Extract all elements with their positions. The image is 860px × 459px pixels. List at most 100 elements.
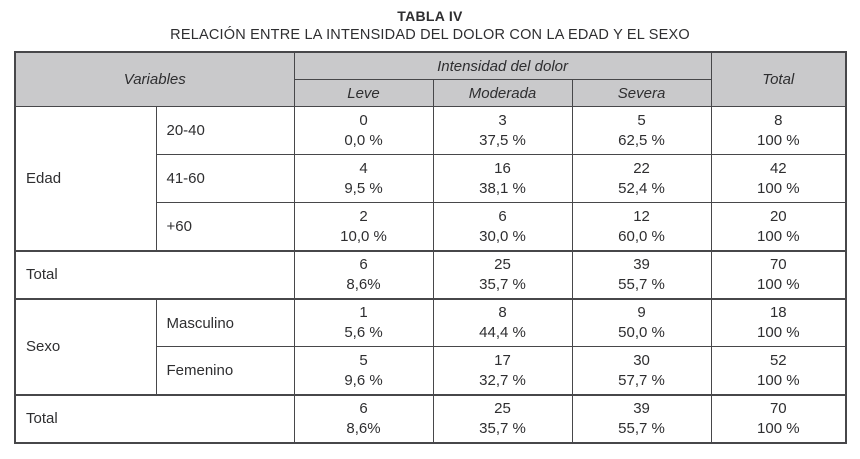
- cell-edad-41-60-severa: 22 52,4 %: [571, 154, 712, 204]
- header-row-1: Variables Intensidad del dolor Total: [14, 51, 847, 108]
- cell-count: 5: [637, 111, 646, 129]
- cell-count: 25: [494, 255, 511, 273]
- header-severa: Severa: [571, 79, 712, 108]
- cell-count: 6: [359, 399, 368, 417]
- header-intensidad-del-dolor: Intensidad del dolor: [293, 51, 712, 81]
- cell-pct: 100 %: [757, 419, 800, 437]
- cell-pct: 38,1 %: [479, 179, 526, 197]
- cell-count: 12: [633, 207, 650, 225]
- cell-pct: 60,0 %: [618, 227, 665, 245]
- cell-sexo-masculino-leve: 1 5,6 %: [293, 298, 434, 348]
- cell-count: 8: [498, 304, 507, 322]
- cell-sexo-masculino-moderada: 8 44,4 %: [432, 298, 573, 348]
- row-label-41-60: 41-60: [155, 154, 295, 204]
- cell-sexo-masculino-severa: 9 50,0 %: [571, 298, 712, 348]
- table-subtitle: RELACIÓN ENTRE LA INTENSIDAD DEL DOLOR C…: [170, 27, 690, 44]
- cell-pct: 32,7 %: [479, 371, 526, 389]
- header-row-2: Leve Moderada Severa: [15, 79, 846, 108]
- cell-pct: 35,7 %: [479, 275, 526, 293]
- cell-edad-20-40-leve: 0 0,0 %: [293, 106, 434, 156]
- cell-count: 9: [637, 304, 646, 322]
- cell-sexo-femenino-moderada: 17 32,7 %: [432, 346, 573, 396]
- header-leve: Leve: [293, 79, 434, 108]
- cell-pct: 100 %: [757, 179, 800, 197]
- header-variables: Variables: [14, 51, 295, 108]
- cell-edad-60plus-total: 20 100 %: [710, 202, 847, 252]
- cell-pct: 10,0 %: [340, 227, 387, 245]
- cell-pct: 100 %: [757, 227, 800, 245]
- cell-pct: 55,7 %: [618, 275, 665, 293]
- cell-sexo-total-moderada: 25 35,7 %: [432, 393, 573, 444]
- cell-pct: 0,0 %: [344, 131, 383, 149]
- header-moderada: Moderada: [432, 79, 573, 108]
- cell-pct: 30,0 %: [479, 227, 526, 245]
- cell-edad-20-40-severa: 5 62,5 %: [571, 106, 712, 156]
- table-caption: TABLA IV RELACIÓN ENTRE LA INTENSIDAD DE…: [0, 8, 860, 44]
- cell-count: 6: [359, 255, 368, 273]
- cell-count: 8: [774, 111, 783, 129]
- cell-count: 39: [633, 399, 650, 417]
- cell-edad-41-60-leve: 4 9,5 %: [293, 154, 434, 204]
- cell-edad-total-severa: 39 55,7 %: [571, 249, 712, 300]
- cell-count: 1: [359, 304, 368, 322]
- row-sexo-total: Total 6 8,6% 25 35,7 % 39 55,7 % 70 100 …: [14, 393, 847, 444]
- cell-pct: 8,6%: [346, 275, 381, 293]
- cell-count: 42: [769, 159, 787, 177]
- cell-count: 18: [769, 304, 787, 322]
- row-edad-41-60: 41-60 4 9,5 % 16 38,1 % 22 52,4 % 42 100…: [15, 154, 847, 204]
- cell-pct: 9,6 %: [344, 371, 383, 389]
- cell-count: 16: [494, 159, 511, 177]
- cell-count: 39: [633, 255, 650, 273]
- row-edad-20-40: Edad 20-40 0 0,0 % 3 37,5 % 5 62,5 % 8 1…: [14, 106, 847, 252]
- cell-pct: 57,7 %: [618, 371, 665, 389]
- cell-pct: 52,4 %: [618, 179, 665, 197]
- cell-count: 2: [359, 207, 368, 225]
- cell-count: 52: [769, 351, 787, 369]
- cell-count: 5: [359, 351, 368, 369]
- row-sexo-masculino: Sexo Masculino 1 5,6 % 8 44,4 % 9 50,0 %…: [14, 298, 847, 396]
- cell-pct: 35,7 %: [479, 419, 526, 437]
- row-label-total-edad: Total: [14, 249, 295, 300]
- cell-count: 17: [494, 351, 511, 369]
- cell-sexo-total-severa: 39 55,7 %: [571, 393, 712, 444]
- header-total: Total: [710, 51, 847, 108]
- cell-edad-total-total: 70 100 %: [710, 249, 847, 300]
- group-label-sexo: Sexo: [14, 298, 157, 396]
- cell-edad-60plus-leve: 2 10,0 %: [293, 202, 434, 252]
- cell-pct: 5,6 %: [344, 324, 383, 342]
- row-label-femenino: Femenino: [155, 346, 295, 396]
- cell-count: 22: [633, 159, 650, 177]
- row-edad-60plus: +60 2 10,0 % 6 30,0 % 12 60,0 % 20 100 %: [15, 202, 847, 252]
- cell-pct: 100 %: [757, 131, 800, 149]
- cell-pct: 100 %: [757, 371, 800, 389]
- cell-edad-60plus-moderada: 6 30,0 %: [432, 202, 573, 252]
- cell-edad-20-40-total: 8 100 %: [710, 106, 847, 156]
- cell-sexo-total-leve: 6 8,6%: [293, 393, 434, 444]
- cell-sexo-femenino-leve: 5 9,6 %: [293, 346, 434, 396]
- cell-pct: 100 %: [757, 324, 800, 342]
- cell-edad-20-40-moderada: 3 37,5 %: [432, 106, 573, 156]
- cell-edad-total-moderada: 25 35,7 %: [432, 249, 573, 300]
- cell-count: 70: [769, 255, 787, 273]
- cell-pct: 37,5 %: [479, 131, 526, 149]
- cell-count: 3: [498, 111, 507, 129]
- cell-edad-total-leve: 6 8,6%: [293, 249, 434, 300]
- cell-pct: 100 %: [757, 275, 800, 293]
- cell-pct: 44,4 %: [479, 324, 526, 342]
- row-label-20-40: 20-40: [155, 106, 295, 156]
- cell-count: 0: [359, 111, 368, 129]
- cell-pct: 9,5 %: [344, 179, 383, 197]
- cell-sexo-masculino-total: 18 100 %: [710, 298, 847, 348]
- group-label-edad: Edad: [14, 106, 157, 252]
- cell-count: 6: [498, 207, 507, 225]
- cell-pct: 62,5 %: [618, 131, 665, 149]
- table-title: TABLA IV: [397, 8, 463, 24]
- cell-count: 25: [494, 399, 511, 417]
- cell-count: 70: [769, 399, 787, 417]
- cell-sexo-femenino-severa: 30 57,7 %: [571, 346, 712, 396]
- cell-pct: 50,0 %: [618, 324, 665, 342]
- cell-edad-41-60-total: 42 100 %: [710, 154, 847, 204]
- cell-pct: 8,6%: [346, 419, 381, 437]
- data-table: Variables Intensidad del dolor Total Lev…: [14, 50, 848, 444]
- row-edad-total: Total 6 8,6% 25 35,7 % 39 55,7 % 70 100 …: [14, 249, 847, 300]
